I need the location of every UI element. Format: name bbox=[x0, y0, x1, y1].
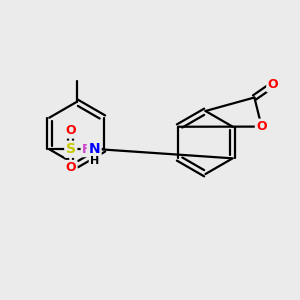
Text: F: F bbox=[82, 143, 91, 156]
Text: H: H bbox=[90, 156, 99, 166]
Text: O: O bbox=[65, 161, 76, 174]
Text: O: O bbox=[268, 78, 278, 91]
Text: O: O bbox=[256, 120, 267, 133]
Text: O: O bbox=[65, 124, 76, 137]
Text: S: S bbox=[66, 142, 76, 156]
Text: N: N bbox=[88, 142, 100, 156]
